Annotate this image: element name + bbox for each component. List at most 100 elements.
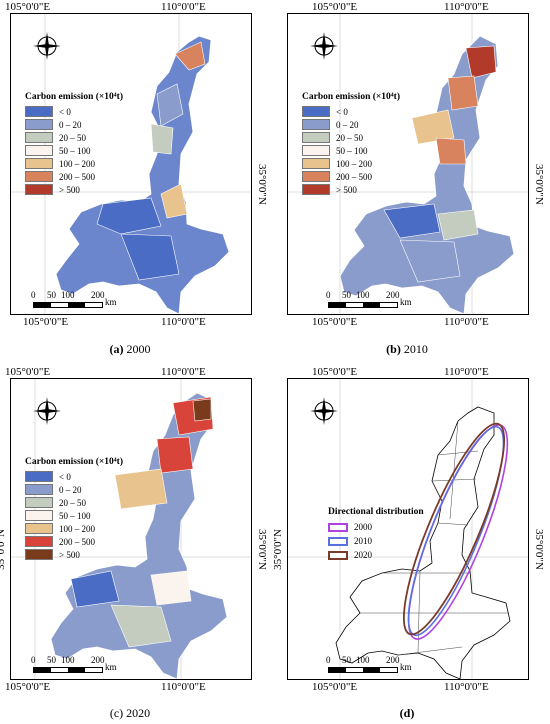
caption-letter: (a) (109, 342, 124, 356)
region-map (288, 14, 528, 314)
scale-n1: 50 (47, 655, 56, 665)
legend-row: 0 – 20 (25, 118, 123, 131)
legend-row: > 500 (25, 548, 123, 561)
caption-a: (a) 2000 (10, 342, 250, 357)
lon-label-bottom-left: 105°0'0"E (23, 316, 69, 328)
legend: Carbon emission (×10⁴t) < 0 0 – 20 20 – … (25, 92, 123, 196)
legend-row: < 0 (302, 105, 400, 118)
caption-b: (b) 2010 (287, 342, 527, 357)
legend-row: 100 – 200 (25, 157, 123, 170)
scale-n1: 50 (342, 655, 351, 665)
scale-n0: 0 (326, 655, 331, 665)
legend-label: 100 – 200 (59, 523, 95, 534)
legend-label: 50 – 100 (59, 145, 91, 156)
legend-swatch (302, 171, 330, 182)
legend-label: 50 – 100 (59, 510, 91, 521)
legend-row: 20 – 50 (25, 496, 123, 509)
legend-swatch (302, 184, 330, 195)
lon-label-top-left: 105°0'0"E (5, 366, 51, 378)
scale-n0: 0 (31, 290, 36, 300)
scale-n2: 100 (61, 655, 75, 665)
lon-label-top-right: 110°0'0"E (444, 366, 489, 378)
legend-swatch (25, 184, 53, 195)
region-map (11, 14, 251, 314)
legend-swatch (25, 536, 53, 547)
lon-label-top-right: 110°0'0"E (444, 1, 489, 13)
legend: Carbon emission (×10⁴t) < 0 0 – 20 20 – … (302, 92, 400, 196)
legend-label: > 500 (59, 549, 80, 560)
scale-bar: 0 50 100 200 km (324, 290, 424, 316)
map-panel-directional: 105°0'0"E 110°0'0"E 105°0'0"E 110°0'0"E … (272, 366, 545, 693)
lon-label-bottom-left: 105°0'0"E (5, 681, 51, 693)
legend-label: < 0 (336, 106, 348, 117)
ellipse-2020 (402, 422, 506, 636)
scale-bar: 0 50 100 200 km (29, 290, 129, 316)
legend-swatch (328, 536, 348, 546)
legend-label: 20 – 50 (336, 132, 363, 143)
compass-icon (308, 395, 340, 427)
legend-row: 200 – 500 (25, 170, 123, 183)
legend-swatch (25, 119, 53, 130)
legend-label: 0 – 20 (336, 119, 359, 130)
legend-row: 20 – 50 (302, 131, 400, 144)
legend-label: 0 – 20 (59, 484, 82, 495)
lat-label-right: 35°0'0"N (256, 164, 268, 205)
lon-label-bottom-right: 110°0'0"E (161, 316, 206, 328)
legend-swatch (25, 510, 53, 521)
legend-label: 20 – 50 (59, 132, 86, 143)
lon-label-bottom-right: 110°0'0"E (161, 681, 206, 693)
legend-label: 100 – 200 (59, 158, 95, 169)
legend-swatch (25, 132, 53, 143)
caption-letter: (c) (109, 706, 124, 720)
scale-n3: 200 (386, 290, 400, 300)
lat-label-right: 35°0'0"N (533, 529, 545, 570)
legend-row: 0 – 20 (302, 118, 400, 131)
legend-row: 50 – 100 (302, 144, 400, 157)
legend-row: 200 – 500 (302, 170, 400, 183)
lon-label-top-right: 110°0'0"E (161, 366, 206, 378)
legend-swatch (302, 158, 330, 169)
scale-unit: km (105, 662, 117, 672)
legend-row: 2010 (328, 534, 424, 548)
legend-swatch (25, 145, 53, 156)
legend-swatch (302, 106, 330, 117)
scale-n2: 100 (356, 290, 370, 300)
lon-label-bottom-right: 110°0'0"E (444, 681, 489, 693)
legend-swatch (302, 119, 330, 130)
scale-n3: 200 (386, 655, 400, 665)
legend-swatch (25, 484, 53, 495)
legend-title: Carbon emission (×10⁴t) (25, 92, 123, 102)
scale-n0: 0 (326, 290, 331, 300)
region-map (11, 379, 251, 679)
legend-label: 2000 (354, 522, 372, 532)
scale-n2: 100 (356, 655, 370, 665)
legend-row: > 500 (302, 183, 400, 196)
legend-label: 50 – 100 (336, 145, 368, 156)
caption-d: (d) (287, 706, 527, 721)
legend-row: < 0 (25, 470, 123, 483)
lon-label-top-left: 105°0'0"E (312, 366, 358, 378)
legend-label: > 500 (59, 184, 80, 195)
legend-row: 100 – 200 (25, 522, 123, 535)
scale-unit: km (400, 297, 412, 307)
legend-swatch (25, 497, 53, 508)
lat-label-right: 35°0'0"N (256, 529, 268, 570)
caption-year: 2000 (126, 342, 151, 356)
scale-n3: 200 (91, 655, 105, 665)
region-map (288, 379, 528, 679)
compass-icon (308, 30, 340, 62)
legend-label: 100 – 200 (336, 158, 372, 169)
legend-row: 2000 (328, 520, 424, 534)
legend-label: 2010 (354, 536, 372, 546)
legend-label: 200 – 500 (336, 171, 372, 182)
lat-label-right: 35°0'0"N (533, 164, 545, 205)
lon-label-top-right: 110°0'0"E (161, 1, 206, 13)
directional-legend-title: Directional distribution (328, 507, 424, 517)
lon-label-top-left: 105°0'0"E (5, 1, 51, 13)
legend-swatch (25, 549, 53, 560)
compass-icon (31, 395, 63, 427)
legend-swatch (328, 522, 348, 532)
lon-label-bottom-left: 105°0'0"E (312, 316, 358, 328)
legend-row: 20 – 50 (25, 131, 123, 144)
legend-row: 100 – 200 (302, 157, 400, 170)
